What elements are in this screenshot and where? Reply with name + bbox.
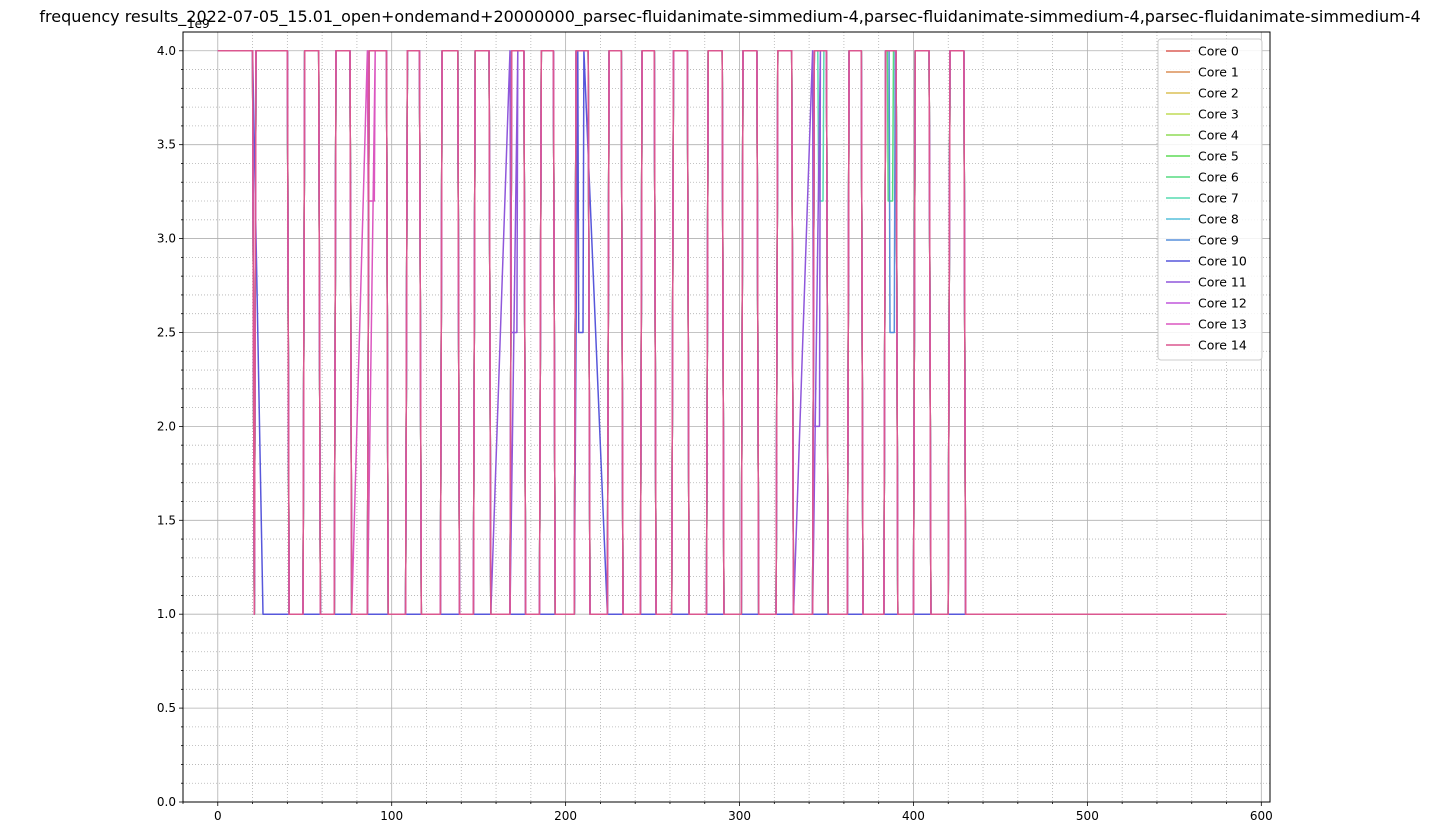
y-tick-label: 2.0 — [157, 419, 176, 433]
y-tick-label: 4.0 — [157, 44, 176, 58]
legend-label: Core 9 — [1198, 233, 1239, 248]
legend-label: Core 5 — [1198, 149, 1239, 164]
y-tick-label: 3.5 — [157, 138, 176, 152]
legend-label: Core 2 — [1198, 86, 1239, 101]
legend-label: Core 8 — [1198, 212, 1239, 227]
legend-label: Core 0 — [1198, 44, 1239, 59]
legend-label: Core 10 — [1198, 254, 1247, 269]
y-tick-label: 1.5 — [157, 513, 176, 527]
y-tick-label: 1.0 — [157, 607, 176, 621]
plot-frame — [182, 31, 1271, 803]
legend-label: Core 7 — [1198, 191, 1239, 206]
y-tick-label: 0.5 — [157, 701, 176, 715]
x-tick-label: 0 — [214, 809, 222, 823]
series-layer — [217, 50, 1227, 615]
grid-layer — [182, 32, 1270, 803]
legend-label: Core 11 — [1198, 275, 1247, 290]
y-offset-label: 1e9 — [187, 17, 210, 31]
legend-box — [1157, 38, 1263, 361]
series-line-core-14 — [217, 50, 1227, 615]
legend-label: Core 1 — [1198, 65, 1239, 80]
x-tick-label: 400 — [902, 809, 925, 823]
x-tick-label: 200 — [554, 809, 577, 823]
y-tick-label: 0.0 — [157, 795, 176, 809]
legend-label: Core 13 — [1198, 317, 1247, 332]
chart-title: frequency results_2022-07-05_15.01_open+… — [39, 7, 1420, 27]
axis-layer: 0 100 200 300 400 500 600 0.0 0.5 1.0 1.5 2.0 2.5 3.0… — [157, 44, 1273, 823]
legend-label: Core 6 — [1198, 170, 1239, 185]
legend: Core 0 Core 1 Core 2 Core 3 Core 4 Core 5 Core… — [1157, 38, 1263, 361]
legend-label: Core 3 — [1198, 107, 1239, 122]
y-tick-label: 3.0 — [157, 232, 176, 246]
x-tick-label: 600 — [1250, 809, 1273, 823]
legend-label: Core 14 — [1198, 338, 1247, 353]
x-tick-label: 100 — [380, 809, 403, 823]
legend-label: Core 4 — [1198, 128, 1239, 143]
x-tick-label: 500 — [1076, 809, 1099, 823]
x-tick-label: 300 — [728, 809, 751, 823]
legend-label: Core 12 — [1198, 296, 1247, 311]
y-tick-label: 2.5 — [157, 325, 176, 339]
